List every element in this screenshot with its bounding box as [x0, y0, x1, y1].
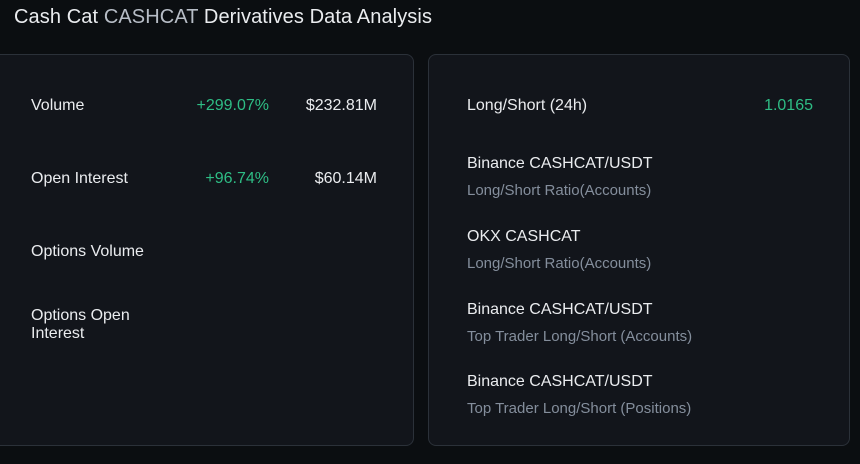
- long-short-panel: Long/Short (24h) 1.0165 Binance CASHCAT/…: [428, 54, 850, 446]
- source-link-binance-top-positions[interactable]: Binance CASHCAT/USDT Top Trader Long/Sho…: [467, 371, 829, 420]
- source-name: Binance CASHCAT/USDT: [467, 301, 653, 318]
- metric-value: $60.14M: [314, 170, 377, 187]
- metric-value: $232.81M: [305, 97, 377, 114]
- source-description: Long/Short Ratio(Accounts): [467, 255, 652, 272]
- source-description: Long/Short Ratio(Accounts): [467, 182, 652, 199]
- source-link-binance-top-accounts[interactable]: Binance CASHCAT/USDT Top Trader Long/Sho…: [467, 299, 829, 348]
- metric-row-volume: Volume +299.07% $232.81M: [31, 94, 377, 118]
- metric-row-open-interest: Open Interest +96.74% $60.14M: [31, 167, 377, 191]
- source-name: Binance CASHCAT/USDT: [467, 373, 653, 390]
- metric-row-options-volume: Options Volume: [31, 240, 377, 264]
- page-title-symbol: CASHCAT: [103, 6, 199, 28]
- source-name: OKX CASHCAT: [467, 228, 581, 245]
- source-description: Top Trader Long/Short (Positions): [467, 400, 692, 417]
- page-title-suffix: Derivatives Data Analysis: [198, 6, 433, 28]
- metric-change: +299.07%: [196, 97, 269, 114]
- long-short-label: Long/Short (24h): [467, 97, 588, 114]
- metric-label: Open Interest: [31, 170, 128, 187]
- page-title: Cash Cat CASHCAT Derivatives Data Analys…: [14, 6, 432, 29]
- long-short-value: 1.0165: [764, 97, 813, 114]
- source-name: Binance CASHCAT/USDT: [467, 155, 653, 172]
- derivatives-metrics-panel: Volume +299.07% $232.81M Open Interest +…: [0, 54, 414, 446]
- source-link-okx-accounts[interactable]: OKX CASHCAT Long/Short Ratio(Accounts): [467, 226, 829, 275]
- source-link-binance-accounts[interactable]: Binance CASHCAT/USDT Long/Short Ratio(Ac…: [467, 153, 829, 202]
- metric-row-options-open-interest: Options Open Interest: [31, 307, 377, 342]
- metric-label: Options Open Interest: [31, 307, 130, 342]
- metric-label: Options Volume: [31, 243, 144, 260]
- metric-label: Volume: [31, 97, 85, 114]
- metric-change: +96.74%: [205, 170, 269, 187]
- long-short-row: Long/Short (24h) 1.0165: [467, 94, 813, 118]
- page-title-prefix: Cash Cat: [14, 6, 104, 28]
- source-description: Top Trader Long/Short (Accounts): [467, 328, 693, 345]
